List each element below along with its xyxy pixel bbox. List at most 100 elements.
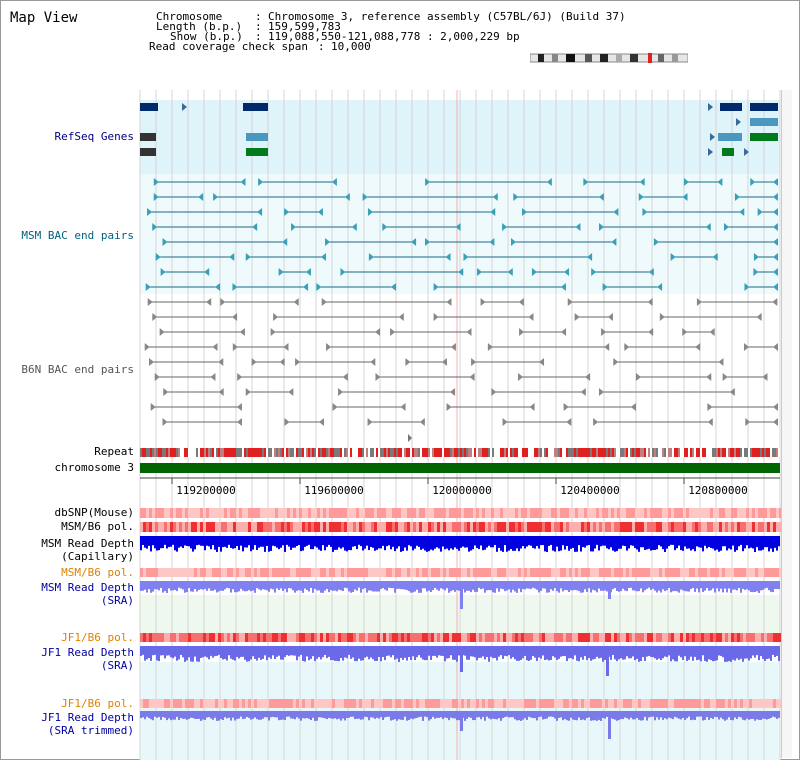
depth-bar — [488, 581, 490, 590]
track-label-msm-b6-pol-2[interactable]: MSM/B6 pol. — [61, 566, 134, 579]
depth-bar — [282, 646, 284, 660]
heat-cell — [701, 699, 704, 708]
depth-bar — [728, 711, 730, 718]
heat-cell — [602, 633, 605, 642]
heat-cell — [617, 633, 620, 642]
track-label-dbsnp[interactable]: dbSNP(Mouse) — [54, 506, 134, 519]
track-label-b6n-bac[interactable]: B6N BAC end pairs — [21, 363, 134, 376]
bac-end-marker — [450, 388, 456, 396]
bac-end-marker — [591, 268, 597, 276]
heat-cell — [335, 568, 338, 577]
depth-bar — [482, 646, 484, 657]
repeat-cell — [470, 448, 472, 457]
heat-cell — [452, 633, 455, 642]
vertical-scrollbar[interactable] — [781, 90, 792, 758]
heat-cell — [497, 568, 500, 577]
heat-cell — [596, 633, 599, 642]
repeat-cell — [710, 448, 712, 457]
depth-bar — [312, 536, 314, 550]
depth-bar — [196, 581, 198, 592]
bac-end-marker — [206, 298, 212, 306]
track-label-refseq[interactable]: RefSeq Genes — [54, 130, 134, 143]
repeat-cell — [548, 448, 550, 457]
heat-cell — [752, 633, 755, 642]
depth-bar — [520, 581, 522, 593]
repeat-cell — [244, 448, 246, 457]
track-label-jf1-depth-sra-1[interactable]: JF1 Read Depth — [41, 646, 134, 659]
depth-bar — [476, 581, 478, 592]
depth-bar — [486, 536, 488, 548]
heat-cell — [296, 568, 299, 577]
track-label-repeat[interactable]: Repeat — [94, 445, 134, 458]
heat-cell — [551, 699, 554, 708]
bac-end-marker — [220, 298, 226, 306]
bac-end-marker — [706, 373, 712, 381]
repeat-cell — [686, 448, 688, 457]
repeat-cell — [720, 448, 722, 457]
heat-cell — [716, 633, 719, 642]
repeat-cell — [320, 448, 322, 457]
heat-cell — [509, 699, 512, 708]
depth-bar — [542, 581, 544, 589]
track-label-msm-bac[interactable]: MSM BAC end pairs — [21, 229, 134, 242]
depth-bar — [554, 646, 556, 658]
repeat-cell — [372, 448, 374, 457]
track-label-msm-b6-pol[interactable]: MSM/B6 pol. — [61, 520, 134, 533]
repeat-cell — [442, 448, 444, 457]
depth-bar — [298, 536, 300, 546]
bac-end-marker — [455, 223, 461, 231]
repeat-cell — [160, 448, 162, 457]
heat-cell — [458, 568, 461, 577]
depth-bar — [496, 536, 498, 552]
bac-end-marker — [480, 298, 486, 306]
depth-bar — [392, 711, 394, 720]
repeat-cell — [200, 448, 202, 457]
heat-cell — [695, 508, 698, 518]
depth-bar — [336, 581, 338, 592]
depth-bar — [294, 581, 296, 593]
track-label-jf1-b6-pol[interactable]: JF1/B6 pol. — [61, 631, 134, 644]
repeat-cell — [702, 448, 704, 457]
heat-cell — [773, 508, 776, 518]
track-label-msm-depth-sra-1[interactable]: MSM Read Depth — [41, 581, 134, 594]
depth-bar — [204, 581, 206, 589]
track-label-jf1-depth-trim-1[interactable]: JF1 Read Depth — [41, 711, 134, 724]
heat-cell — [752, 699, 755, 708]
depth-bar — [174, 581, 176, 590]
repeat-cell — [438, 448, 440, 457]
heat-cell — [332, 522, 335, 532]
depth-bar — [144, 536, 146, 548]
depth-bar — [548, 581, 550, 593]
track-label-msm-depth-cap-1[interactable]: MSM Read Depth — [41, 537, 134, 550]
heat-cell — [476, 633, 479, 642]
track-label-chromosome[interactable]: chromosome 3 — [54, 461, 134, 474]
depth-bar — [330, 711, 332, 719]
depth-bar — [464, 581, 466, 593]
heat-cell — [527, 699, 530, 708]
bac-end-marker — [585, 373, 591, 381]
heat-cell — [485, 508, 488, 518]
depth-bar — [598, 536, 600, 551]
heat-cell — [623, 633, 626, 642]
depth-bar — [294, 536, 296, 548]
depth-bar — [146, 646, 148, 660]
depth-bar — [480, 536, 482, 546]
depth-bar — [508, 536, 510, 551]
bac-end-marker — [630, 403, 636, 411]
depth-bar — [674, 536, 676, 551]
heat-cell — [347, 633, 350, 642]
depth-bar — [622, 536, 624, 546]
depth-bar — [524, 711, 526, 719]
heat-cell — [680, 522, 683, 532]
chromosome-ideogram[interactable] — [530, 53, 688, 63]
track-label-jf1-b6-pol-2[interactable]: JF1/B6 pol. — [61, 697, 134, 710]
heat-cell — [644, 508, 647, 518]
heat-cell — [272, 568, 275, 577]
repeat-cell — [360, 448, 362, 457]
heat-cell — [326, 568, 329, 577]
heat-cell — [539, 633, 542, 642]
heat-cell — [152, 508, 155, 518]
heat-cell — [362, 508, 365, 518]
bac-end-marker — [283, 343, 289, 351]
